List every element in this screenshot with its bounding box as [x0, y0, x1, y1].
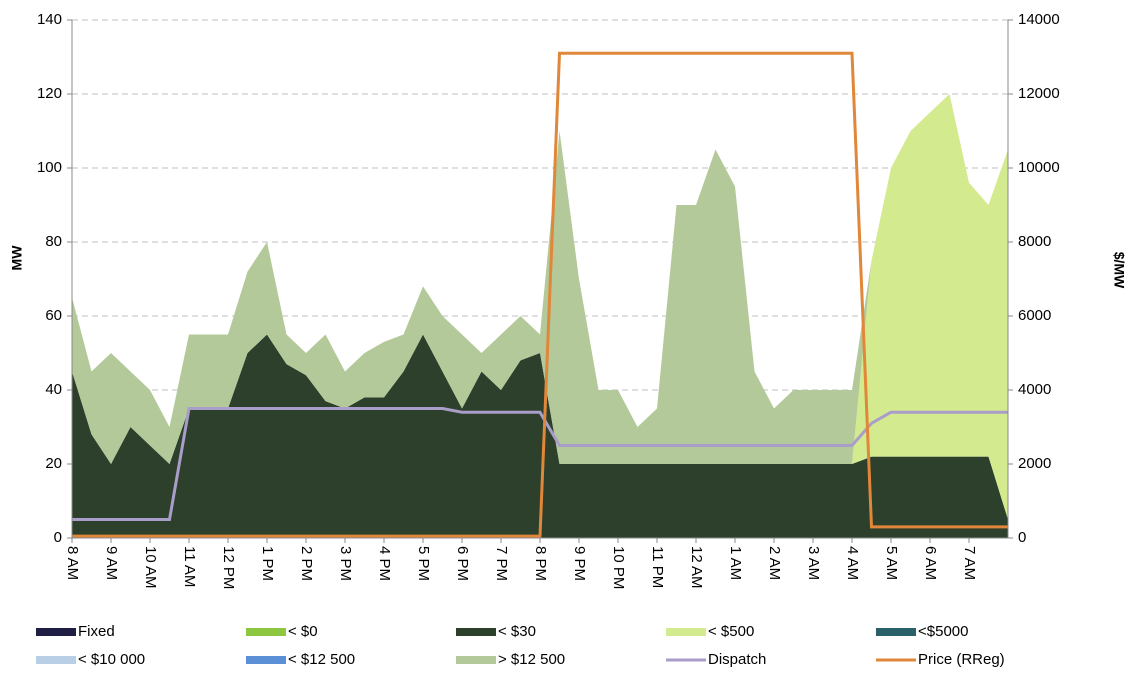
- x-tick-label: 4 PM: [376, 546, 393, 581]
- legend-marker: [36, 656, 76, 664]
- legend-label: Fixed: [78, 623, 115, 640]
- x-tick-label: 1 AM: [727, 546, 744, 580]
- area: [72, 94, 1008, 520]
- legend-label: Price (RReg): [918, 651, 1005, 668]
- x-tick-label: 5 AM: [883, 546, 900, 580]
- x-tick-label: 8 PM: [532, 546, 549, 581]
- legend-label: < $12 500: [288, 651, 355, 668]
- area: [72, 334, 1008, 538]
- legend-marker: [456, 628, 496, 636]
- legend-marker: [36, 628, 76, 636]
- x-tick-label: 9 PM: [571, 546, 588, 581]
- x-tick-label: 1 PM: [259, 546, 276, 581]
- legend-label: > $12 500: [498, 651, 565, 668]
- line: [72, 407, 1008, 521]
- x-tick-label: 7 PM: [493, 546, 510, 581]
- x-tick-label: 9 AM: [103, 546, 120, 580]
- legend-marker: [666, 628, 706, 636]
- legend-label: < $0: [288, 623, 318, 640]
- x-tick-label: 5 PM: [415, 546, 432, 581]
- x-tick-label: 3 PM: [337, 546, 354, 581]
- legend-label: < $10 000: [78, 651, 145, 668]
- y-tick-label: 0: [54, 529, 62, 546]
- y-tick-label: 100: [37, 159, 62, 176]
- legend-marker: [876, 628, 916, 636]
- x-tick-label: 2 PM: [298, 546, 315, 581]
- y-tick-label: 140: [37, 11, 62, 28]
- legend-marker: [456, 656, 496, 664]
- y2-tick-label: 14000: [1018, 11, 1060, 28]
- x-tick-label: 7 AM: [961, 546, 978, 580]
- y2-tick-label: 10000: [1018, 159, 1060, 176]
- line: [72, 51, 1008, 538]
- y2-axis-label: $/MW: [1111, 252, 1127, 289]
- y2-tick-label: 6000: [1018, 307, 1051, 324]
- legend-marker: [246, 628, 286, 636]
- x-tick-label: 11 AM: [181, 546, 198, 587]
- y-axis-label: MW: [9, 245, 25, 271]
- x-tick-label: 12 AM: [688, 546, 705, 589]
- y-tick-label: 40: [45, 381, 62, 398]
- legend-label: < $500: [708, 623, 754, 640]
- y-tick-label: 80: [45, 233, 62, 250]
- x-tick-label: 2 AM: [766, 546, 783, 580]
- y2-tick-label: 4000: [1018, 381, 1051, 398]
- legend-label: < $30: [498, 623, 536, 640]
- x-tick-label: 6 AM: [922, 546, 939, 580]
- x-tick-label: 4 AM: [844, 546, 861, 580]
- legend-label: <$5000: [918, 623, 968, 640]
- x-tick-label: 8 AM: [64, 546, 81, 580]
- y-tick-label: 120: [37, 85, 62, 102]
- y2-tick-label: 0: [1018, 529, 1026, 546]
- x-tick-label: 11 PM: [649, 546, 666, 588]
- area: [72, 94, 1008, 464]
- x-tick-label: 6 PM: [454, 546, 471, 581]
- y-tick-label: 60: [45, 307, 62, 324]
- x-tick-label: 12 PM: [220, 546, 237, 589]
- x-tick-label: 3 AM: [805, 546, 822, 580]
- x-tick-label: 10 AM: [142, 546, 159, 589]
- y2-tick-label: 8000: [1018, 233, 1051, 250]
- legend-marker: [246, 656, 286, 664]
- x-tick-label: 10 PM: [610, 546, 627, 589]
- y-tick-label: 20: [45, 455, 62, 472]
- y2-tick-label: 12000: [1018, 85, 1060, 102]
- y2-tick-label: 2000: [1018, 455, 1051, 472]
- legend-label: Dispatch: [708, 651, 766, 668]
